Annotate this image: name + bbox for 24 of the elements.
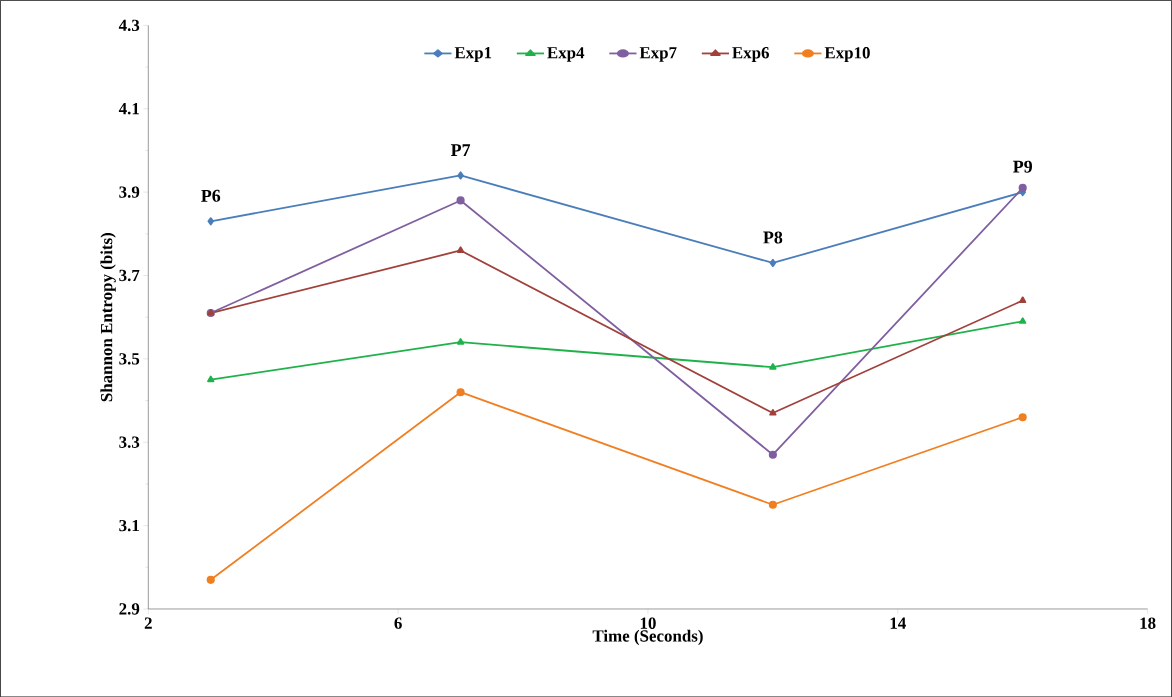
y-tick-label: 3.7: [119, 269, 140, 282]
legend-label: Exp10: [824, 46, 870, 62]
y-tick-label: 3.9: [119, 186, 140, 198]
y-axis-title: Shannon Entropy (bits): [100, 232, 116, 402]
legend-label: Exp4: [547, 46, 585, 62]
legend-label: Exp6: [732, 46, 770, 62]
annotation: P6: [201, 189, 221, 202]
y-tick-label: 4.3: [118, 19, 140, 31]
y-tick-label: 3.3: [119, 436, 140, 448]
annotation: P8: [763, 231, 783, 244]
x-tick-label: 14: [890, 617, 906, 629]
legend-label: Exp1: [454, 46, 492, 62]
y-tick-label: 2.9: [119, 603, 140, 615]
y-tick-label: 3.1: [119, 519, 139, 532]
annotation: P9: [1013, 160, 1033, 173]
y-tick-label: 3.5: [119, 352, 140, 365]
x-tick-label: 18: [1140, 617, 1156, 629]
x-tick-label: 10: [640, 617, 656, 629]
x-tick-label: 6: [394, 617, 402, 629]
legend-label: Exp7: [639, 46, 677, 62]
x-tick-label: 2: [144, 617, 152, 629]
x-axis-title: Time (Seconds): [592, 629, 703, 645]
y-tick-label: 4.1: [118, 102, 139, 115]
annotation: P7: [450, 144, 471, 156]
